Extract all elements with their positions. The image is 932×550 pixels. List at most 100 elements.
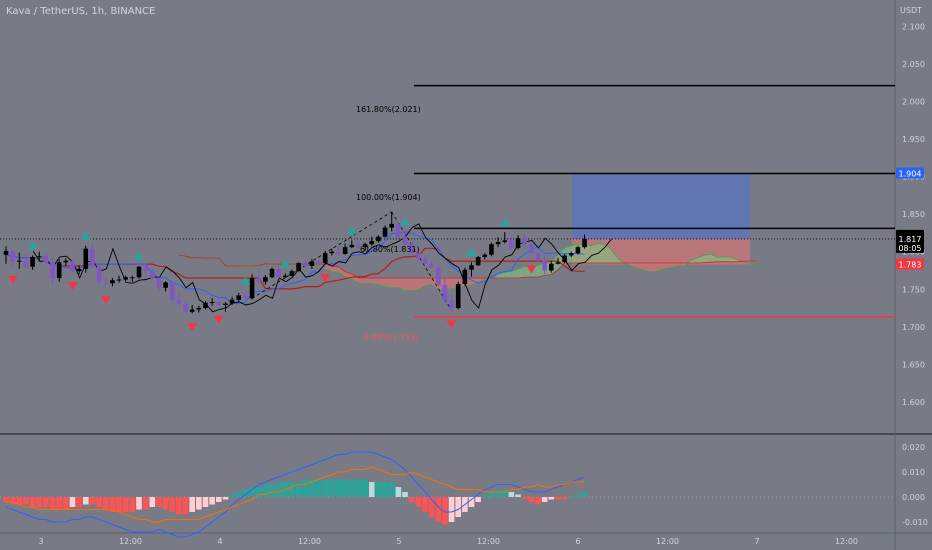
price-tag-3 [896, 258, 924, 270]
macd-histogram-bar [156, 497, 162, 507]
candle-body [349, 244, 355, 248]
candle-body [582, 238, 587, 248]
candle-body [256, 277, 261, 282]
macd-histogram-bar [249, 487, 255, 497]
cloud-segment [651, 262, 658, 272]
macd-histogram-bar [235, 492, 242, 497]
candle-body [189, 309, 195, 312]
price-axis-tick-label-3: 1.950 [902, 135, 925, 144]
cloud-segment [730, 257, 738, 262]
time-axis-tick-label-3: 12:00 [298, 537, 321, 546]
price-axis-tick-label-9: 1.650 [902, 360, 925, 369]
macd-histogram-bar [402, 492, 408, 497]
time-axis-tick-label-9: 12:00 [835, 537, 858, 546]
candle-body [163, 282, 168, 288]
macd-histogram-bar [116, 497, 122, 512]
candle-body [522, 238, 527, 245]
macd-histogram-bar [63, 497, 69, 510]
macd-histogram-bar [262, 484, 269, 497]
candle-body [150, 271, 155, 278]
buy-signal-marker [466, 248, 477, 257]
candle-body [389, 223, 394, 228]
candle-body [515, 238, 521, 248]
macd-histogram-bar [342, 479, 348, 497]
tenkan-line [5, 230, 585, 304]
candle-body [17, 260, 22, 262]
cloud-segment [591, 243, 598, 263]
candle-body [562, 255, 567, 263]
candle-body [216, 302, 222, 306]
price-axis-tick-label-2: 2.000 [902, 97, 925, 106]
candle-body [309, 261, 315, 266]
macd-histogram-bar [501, 489, 508, 497]
candle-body [43, 256, 49, 263]
time-axis-tick-label-8: 7 [754, 537, 759, 546]
macd-histogram-bar [142, 497, 149, 510]
candle-body [382, 227, 388, 237]
symbol-title[interactable]: Kava / TetherUS, 1h, BINANCE [6, 6, 156, 17]
macd-histogram-bar [162, 497, 169, 510]
macd-histogram-bar [83, 497, 89, 505]
buy-signal-marker [134, 251, 144, 260]
candle-body [296, 262, 301, 272]
candle-body [475, 256, 481, 266]
sell-signal-marker [213, 315, 224, 324]
macd-histogram-bar [169, 497, 176, 512]
sell-signal-marker [446, 320, 457, 329]
fib-label-100: 100.00%(1.904) [356, 193, 421, 202]
macd-histogram-bar [568, 497, 575, 498]
macd-histogram-bar [96, 497, 102, 507]
candle-body [90, 248, 95, 267]
cloud-segment [418, 277, 425, 291]
candle-body [575, 247, 581, 254]
macd-histogram-bar [488, 492, 495, 497]
macd-histogram-bar [468, 497, 475, 507]
macd-axis-tick-label-3: -0.010 [902, 518, 928, 527]
candle-body [236, 295, 242, 300]
cloud-segment [704, 254, 711, 263]
macd-histogram-bar [455, 497, 461, 517]
macd-histogram-bar [302, 479, 309, 497]
macd-histogram-bar [29, 497, 36, 507]
macd-histogram-bar [355, 479, 362, 497]
macd-histogram-bar [229, 494, 235, 497]
time-axis-tick-label-0: 3 [38, 537, 43, 546]
cloud-segment [365, 277, 372, 284]
macd-histogram-bar [335, 479, 342, 497]
candle-body [469, 265, 474, 270]
price-axis-tick-label-10: 1.600 [902, 398, 925, 407]
candle-body [3, 250, 9, 255]
candle-body [302, 262, 308, 266]
buy-signal-marker [400, 217, 410, 226]
signal-line [6, 466, 585, 523]
fib-label-161: 161.80%(2.021) [356, 105, 421, 114]
swing-line-up [251, 211, 392, 299]
fib-label-0: 0.00%(1.713) [364, 333, 419, 342]
sell-signal-marker [100, 296, 111, 305]
fib-label-618: 61.80%(1.831) [360, 245, 420, 254]
candle-body [203, 302, 208, 309]
price-tag-label-3: 1.783 [899, 260, 922, 269]
candle-body [455, 283, 461, 309]
sell-signal-marker [320, 273, 331, 282]
cloud-segment [411, 277, 419, 291]
candle-body [462, 269, 468, 284]
candle-body [568, 253, 574, 256]
buy-signal-marker [499, 218, 510, 227]
macd-histogram-bar [415, 497, 422, 507]
candle-body [409, 244, 414, 254]
macd-histogram-bar [575, 494, 581, 497]
macd-histogram-bar [49, 497, 56, 510]
macd-histogram-bar [102, 497, 109, 510]
cloud-segment [331, 266, 339, 273]
price-tag-countdown: 08:05 [898, 244, 921, 253]
macd-histogram-bar [395, 487, 402, 497]
macd-histogram-bar [548, 497, 555, 500]
price-axis-tick-label-5: 1.850 [902, 210, 925, 219]
macd-histogram-bar [322, 479, 328, 497]
macd-histogram-bar [3, 497, 9, 502]
macd-histogram-bar [528, 497, 535, 502]
candle-body [535, 253, 541, 260]
cloud-segment [677, 262, 685, 267]
